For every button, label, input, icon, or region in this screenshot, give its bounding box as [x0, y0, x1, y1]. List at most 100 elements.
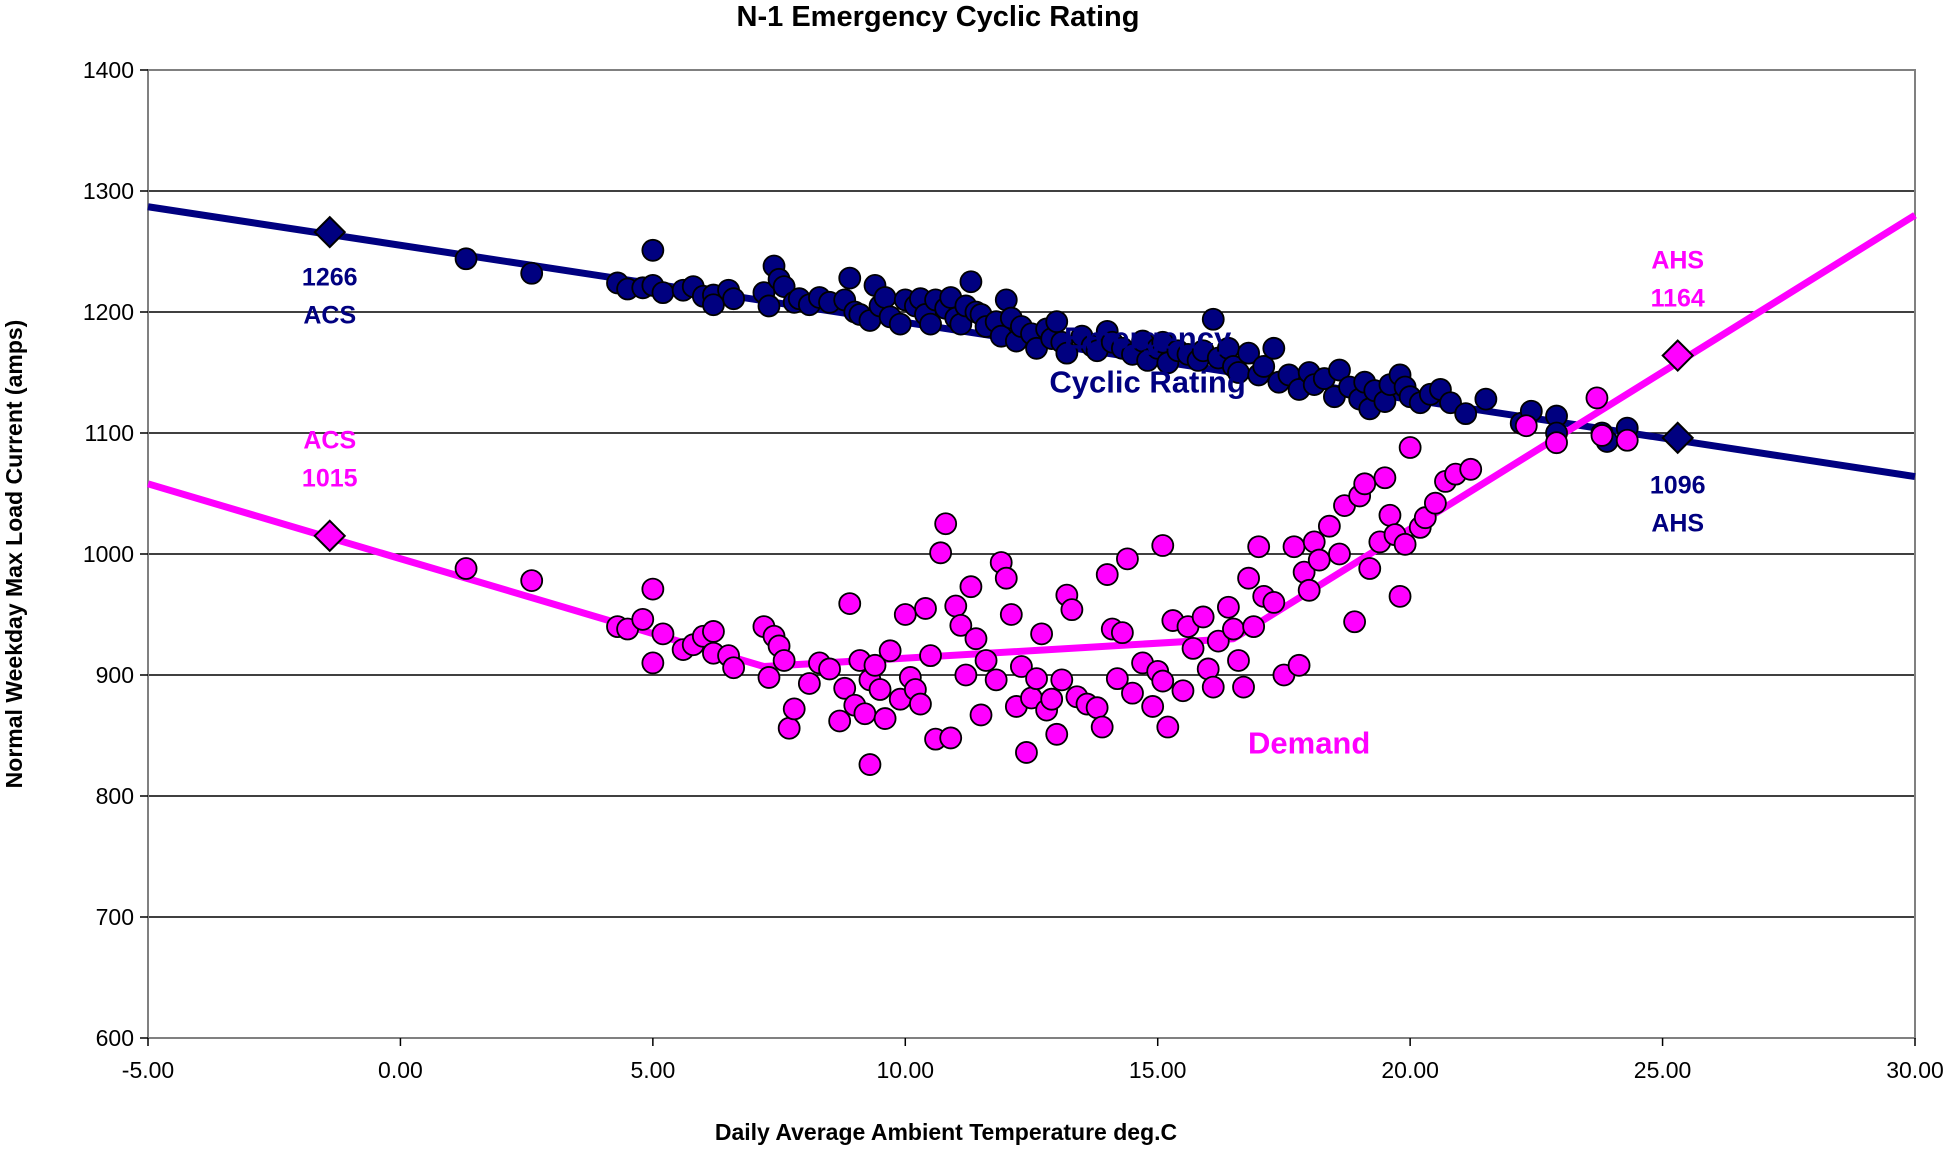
rating-point: [1201, 307, 1225, 331]
demand-point: [1015, 741, 1038, 764]
x-tick-label: 15.00: [1129, 1057, 1187, 1083]
demand-point: [1307, 548, 1331, 572]
demand-point: [1247, 535, 1271, 559]
y-tick-label: 800: [96, 783, 134, 809]
demand-point: [934, 512, 958, 536]
demand-point: [1373, 466, 1397, 490]
demand-point: [1378, 503, 1402, 527]
demand-point: [868, 678, 892, 701]
demand-point: [878, 639, 902, 663]
rating-point: [1237, 341, 1260, 365]
demand-point: [1216, 595, 1240, 619]
demand-point: [1297, 578, 1321, 602]
demand-point: [833, 676, 857, 700]
x-tick-label: 5.00: [630, 1057, 675, 1083]
demand-point: [974, 649, 998, 672]
demand-point: [999, 603, 1023, 626]
demand-point: [1317, 514, 1341, 538]
annotation-label: Demand: [1248, 726, 1370, 761]
demand-point: [994, 566, 1018, 590]
diamond-marker: [313, 215, 347, 249]
demand-point: [1358, 557, 1382, 580]
demand-point: [1141, 695, 1165, 718]
demand-point: [722, 656, 746, 680]
rating-point: [722, 287, 746, 311]
demand-point: [873, 707, 897, 730]
demand-point: [1030, 622, 1053, 646]
demand-point: [454, 557, 478, 580]
demand-point: [1110, 621, 1134, 645]
diamond-marker: [313, 519, 347, 553]
demand-point: [1423, 491, 1447, 515]
demand-point: [929, 541, 953, 565]
diamond-markers: [313, 215, 1695, 553]
demand-point: [964, 627, 988, 651]
demand-point: [1545, 431, 1568, 455]
rating-point: [1055, 341, 1079, 365]
y-axis: 600 700 800 900 1000 1100 1200 1300 1400: [83, 57, 148, 1051]
demand-point: [818, 657, 841, 681]
rating-point: [520, 261, 544, 285]
demand-point: [1105, 667, 1129, 691]
demand-point: [1242, 615, 1266, 638]
demand-point: [797, 672, 821, 695]
demand-point: [1237, 566, 1260, 590]
demand-point: [1191, 605, 1215, 629]
demand-point: [1282, 535, 1306, 559]
y-tick-label: 1000: [83, 541, 134, 567]
rating-point: [1454, 402, 1478, 426]
demand-point: [520, 569, 544, 593]
demand-point: [1585, 386, 1609, 410]
annotation-label: Cyclic Rating: [1049, 364, 1245, 399]
demand-point: [1343, 610, 1367, 634]
x-axis: -5.00 0.00 5.00 10.00 15.00 20.00 25.00 30.00: [122, 1038, 1944, 1083]
rating-point: [757, 294, 781, 318]
demand-point: [1222, 617, 1245, 641]
y-tick-label: 1400: [83, 57, 134, 83]
x-tick-label: 0.00: [378, 1057, 423, 1083]
annotation-label: ACS: [303, 427, 356, 455]
y-tick-label: 1200: [83, 299, 134, 325]
demand-point: [944, 594, 968, 618]
demand-point: [853, 702, 877, 726]
demand-point: [1025, 667, 1048, 691]
annotation-label: AHS: [1651, 246, 1704, 274]
annotation-label: Emergency: [1064, 320, 1232, 355]
annotation-label: 1164: [1651, 284, 1705, 312]
demand-point: [984, 668, 1008, 692]
demand-point: [1227, 649, 1250, 672]
demand-point: [651, 622, 675, 646]
demand-point: [1287, 653, 1311, 677]
data-series: [454, 238, 1639, 776]
demand-point: [1328, 542, 1351, 566]
demand-point: [863, 653, 887, 677]
rating-point: [1252, 355, 1276, 378]
demand-point: [772, 649, 796, 672]
demand-point: [641, 651, 665, 675]
demand-point: [969, 703, 993, 727]
annotation-label: AHS: [1651, 510, 1704, 538]
rating-point: [959, 270, 983, 294]
demand-point: [1010, 655, 1033, 678]
y-tick-label: 700: [96, 904, 134, 930]
demand-point: [914, 597, 937, 620]
rating-point: [919, 312, 942, 336]
rating-point: [888, 312, 912, 336]
demand-point: [1590, 424, 1614, 447]
demand-point: [1232, 675, 1255, 699]
rating-point: [838, 266, 862, 290]
x-tick-label: 20.00: [1381, 1057, 1439, 1083]
demand-point: [1151, 669, 1175, 693]
demand-point: [1459, 457, 1483, 481]
rating-point: [641, 238, 665, 262]
demand-point: [959, 575, 983, 599]
demand-point: [1121, 681, 1144, 705]
demand-point: [1201, 675, 1225, 699]
demand-point: [893, 603, 917, 626]
demand-point: [858, 753, 882, 776]
x-tick-label: 30.00: [1886, 1057, 1944, 1083]
rating-point: [873, 286, 897, 309]
diamond-marker: [1661, 421, 1695, 455]
diamond-marker: [1661, 339, 1695, 372]
